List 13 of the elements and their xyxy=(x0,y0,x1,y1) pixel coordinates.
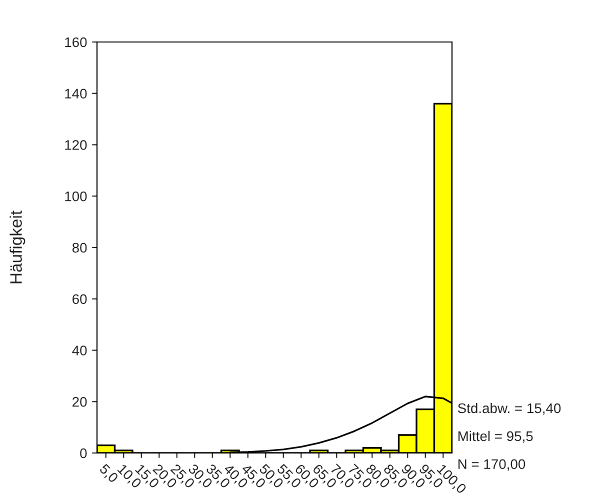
x-tick-label: 5,0 xyxy=(98,463,119,484)
text: Std.abw. = 15,40 xyxy=(458,402,561,415)
y-tick-label: 20 xyxy=(72,396,87,407)
y-tick-label: 60 xyxy=(72,294,87,304)
y-tick-label: 100 xyxy=(65,191,87,202)
y-tick-label: 0 xyxy=(80,448,87,458)
y-tick-label: 160 xyxy=(65,37,87,48)
y-tick-label: 140 xyxy=(65,88,87,99)
y-tick-label: 80 xyxy=(72,242,87,253)
y-tick-label: 40 xyxy=(72,346,87,356)
y-tick-label: 120 xyxy=(65,140,87,150)
y-axis-title: Häufigkeit xyxy=(10,210,26,284)
text: Mittel = 95,5 xyxy=(458,430,533,443)
